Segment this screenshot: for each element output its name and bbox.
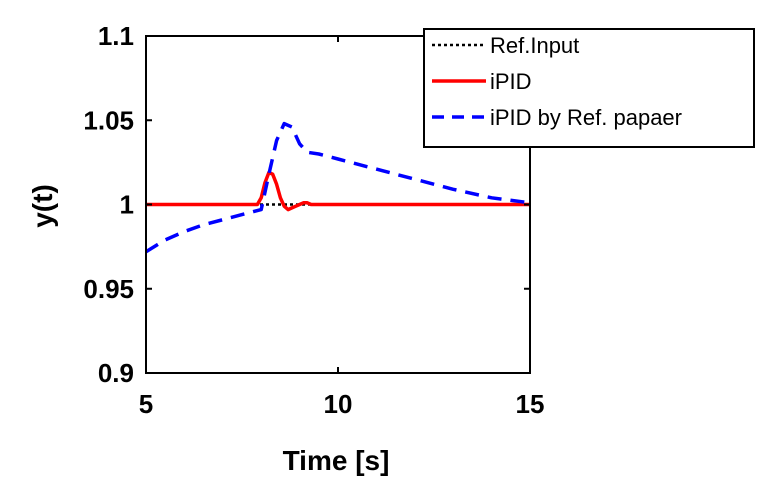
y-tick-label: 1 [120, 190, 134, 220]
series-line-1 [146, 170, 530, 212]
legend: Ref.Input iPID iPID by Ref. papaer [423, 28, 755, 148]
legend-label-0: Ref.Input [490, 33, 579, 58]
x-tick-label: 15 [516, 389, 545, 419]
x-tick-label: 5 [139, 389, 153, 419]
y-axis-label: y(t) [27, 184, 58, 228]
x-axis-label: Time [s] [283, 445, 390, 476]
y-tick-label: 0.95 [83, 274, 134, 304]
axes: 5 10 15 0.9 0.95 1 1.05 1.1 [83, 21, 544, 419]
y-tick-label: 0.9 [98, 358, 134, 388]
legend-label-1: iPID [490, 69, 532, 94]
y-tick-label: 1.05 [83, 105, 134, 135]
series-line-2 [145, 121, 531, 254]
legend-label-2: iPID by Ref. papaer [490, 105, 682, 130]
series-lines [145, 121, 531, 254]
legend-box [423, 28, 755, 148]
x-tick-label: 10 [324, 389, 353, 419]
y-tick-label: 1.1 [98, 21, 134, 51]
